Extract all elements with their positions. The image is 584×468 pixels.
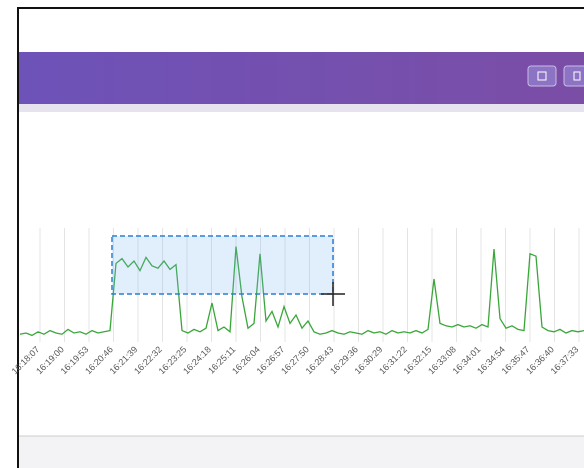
zoom-selection[interactable] — [111, 235, 334, 295]
button-icon — [537, 71, 547, 81]
button-icon — [573, 71, 581, 81]
data-line — [19, 246, 584, 337]
footer — [19, 436, 584, 468]
panel-header — [19, 52, 584, 104]
toolbar-button[interactable] — [527, 65, 557, 87]
header-shadow — [19, 104, 584, 112]
